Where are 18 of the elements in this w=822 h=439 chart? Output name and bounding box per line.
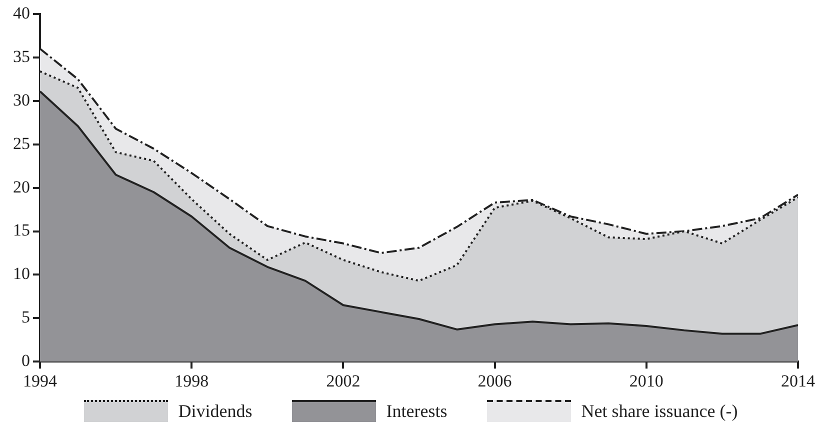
y-tick-label: 35 [13,46,30,66]
legend-label: Dividends [178,400,252,422]
y-tick-label: 25 [13,134,30,153]
x-tick-label: 1994 [23,371,58,390]
legend-label: Interests [386,400,448,422]
x-tick-label: 2002 [326,371,360,390]
y-tick-label: 15 [13,220,30,240]
y-tick-label: 30 [13,90,30,110]
y-tick-label: 40 [13,3,30,22]
x-tick-label: 2010 [629,371,664,390]
y-tick-label: 20 [13,177,30,196]
x-tick-label: 1998 [174,371,209,390]
y-tick-label: 5 [22,308,30,327]
y-tick-label: 0 [22,351,30,370]
y-tick-label: 10 [13,264,30,284]
legend-label: Net share issuance (-) [581,400,738,422]
x-tick-label: 2006 [478,371,512,390]
x-tick-label: 2014 [781,371,816,390]
